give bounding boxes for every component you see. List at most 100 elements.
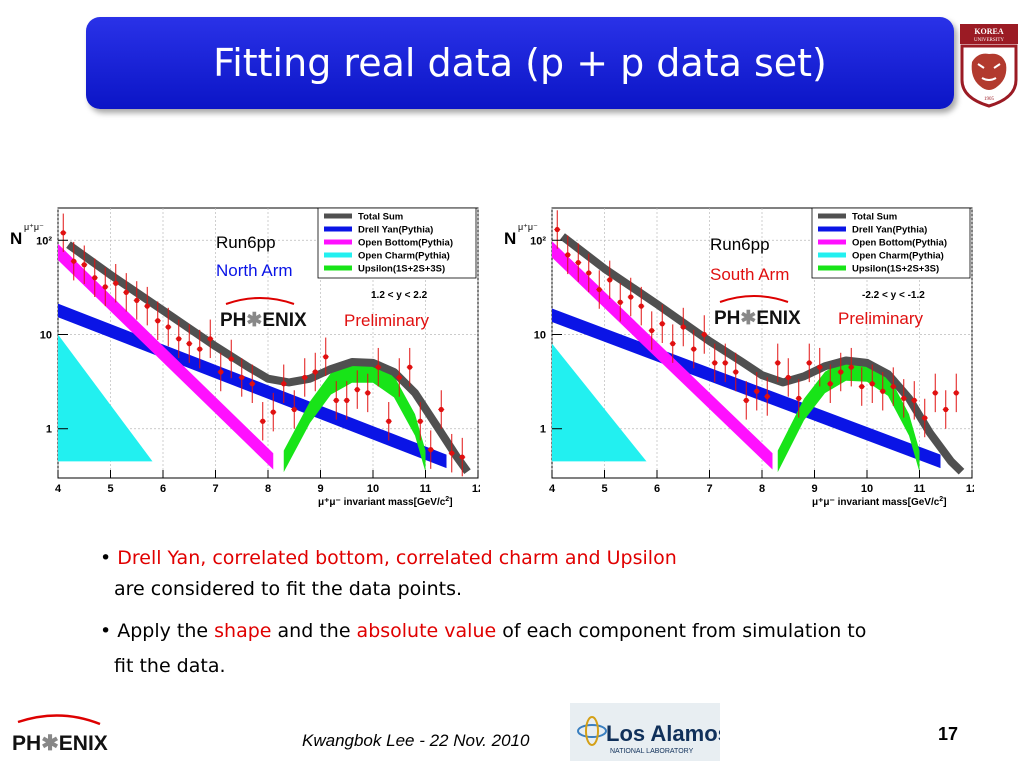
lanl-sub-text: NATIONAL LABORATORY xyxy=(610,748,694,755)
x-tick-label: 11 xyxy=(914,483,926,495)
absolute-value-highlight: absolute value xyxy=(356,620,497,642)
x-tick-label: 6 xyxy=(160,483,166,495)
data-point xyxy=(869,364,876,404)
data-point xyxy=(680,307,687,347)
y-axis-label: N xyxy=(504,229,516,248)
arm-label: North Arm xyxy=(216,261,293,280)
data-marker xyxy=(722,360,728,366)
upsilon-band xyxy=(777,359,920,473)
data-point xyxy=(921,398,928,438)
legend-label: Open Charm(Pythia) xyxy=(852,251,944,262)
y-tick-label: 10 xyxy=(534,329,546,341)
data-point xyxy=(837,352,844,392)
data-marker xyxy=(712,360,718,366)
data-point xyxy=(312,352,319,392)
phenix-footer-logo: PH✱ENIX xyxy=(12,714,108,755)
data-point xyxy=(459,437,466,477)
x-tick-label: 9 xyxy=(317,483,323,495)
data-point xyxy=(648,311,655,350)
data-points xyxy=(554,210,960,438)
legend-label: Open Bottom(Pythia) xyxy=(852,238,947,249)
data-point xyxy=(396,358,403,397)
data-marker xyxy=(270,409,276,415)
legend-label: Open Bottom(Pythia) xyxy=(358,238,453,249)
university-text: UNIVERSITY xyxy=(974,38,1004,43)
upsilon-series xyxy=(283,361,426,473)
data-point xyxy=(722,343,729,383)
data-point xyxy=(238,358,245,397)
data-point xyxy=(228,339,235,379)
data-point xyxy=(575,243,582,282)
open-charm-series xyxy=(552,343,647,462)
data-marker xyxy=(775,360,781,366)
data-marker xyxy=(81,262,87,268)
data-point xyxy=(785,358,792,397)
data-marker xyxy=(375,364,381,370)
x-tick-label: 10 xyxy=(367,483,379,495)
data-marker xyxy=(922,415,928,421)
data-marker xyxy=(796,395,802,401)
data-marker xyxy=(417,418,423,424)
bullet-2-cont: fit the data. xyxy=(114,655,226,677)
data-marker xyxy=(428,447,434,453)
data-point xyxy=(207,319,214,359)
y-tick-label: 1 xyxy=(46,424,52,436)
data-marker xyxy=(102,284,108,290)
legend-label: Upsilon(1S+2S+3S) xyxy=(358,264,445,275)
data-marker xyxy=(649,327,655,334)
data-marker xyxy=(134,297,140,304)
bullet-1: • Drell Yan, correlated bottom, correlat… xyxy=(100,547,677,569)
data-point xyxy=(690,329,697,369)
data-point xyxy=(848,347,855,387)
data-point xyxy=(112,263,119,303)
data-marker xyxy=(260,418,266,424)
data-marker xyxy=(459,454,465,460)
axis-ticks: 4 5 6 7 8 9 10 11 12 1 10 10² xyxy=(530,235,974,495)
upsilon-band xyxy=(283,361,426,473)
data-marker xyxy=(113,280,119,286)
x-tick-label: 9 xyxy=(811,483,817,495)
data-marker xyxy=(764,393,770,400)
data-point xyxy=(900,379,907,418)
data-marker xyxy=(386,418,392,424)
data-point xyxy=(711,343,718,383)
data-marker xyxy=(144,303,150,309)
data-marker xyxy=(407,364,413,370)
data-marker xyxy=(754,388,760,394)
data-marker xyxy=(607,277,613,283)
data-marker xyxy=(691,346,697,352)
data-marker xyxy=(670,341,676,347)
data-marker xyxy=(71,258,77,264)
data-point xyxy=(438,390,445,429)
slide-title: Fitting real data (p + p data set) xyxy=(213,41,827,85)
arm-label: South Arm xyxy=(710,265,789,284)
data-point xyxy=(144,286,151,326)
data-point xyxy=(301,358,308,397)
data-point xyxy=(554,210,561,249)
phenix-text: PH✱ENIX xyxy=(714,308,801,329)
data-marker xyxy=(701,331,707,338)
x-tick-label: 8 xyxy=(265,483,271,495)
data-marker xyxy=(239,374,245,381)
data-marker xyxy=(932,390,938,396)
data-marker xyxy=(438,406,444,413)
legend-label: Upsilon(1S+2S+3S) xyxy=(852,264,939,275)
data-point xyxy=(795,379,802,418)
x-tick-label: 11 xyxy=(420,483,432,495)
data-marker xyxy=(565,252,571,258)
data-point xyxy=(606,260,613,300)
data-point xyxy=(942,390,949,429)
plot-north-arm: 4 5 6 7 8 9 10 11 12 1 10 10² N μ⁺μ⁻ μ⁺μ⁻ invariant… xyxy=(6,200,480,512)
data-point xyxy=(217,352,224,392)
data-point xyxy=(427,430,434,469)
x-tick-label: 4 xyxy=(549,483,556,495)
y-tick-label: 10² xyxy=(36,235,52,247)
data-point xyxy=(596,270,603,309)
data-marker xyxy=(323,354,329,360)
data-marker xyxy=(291,406,297,413)
y-tick-label: 10 xyxy=(40,329,52,341)
run-label: Run6pp xyxy=(216,233,276,252)
data-marker xyxy=(680,324,686,330)
y-axis-sub: μ⁺μ⁻ xyxy=(518,222,538,232)
data-point xyxy=(354,370,361,409)
